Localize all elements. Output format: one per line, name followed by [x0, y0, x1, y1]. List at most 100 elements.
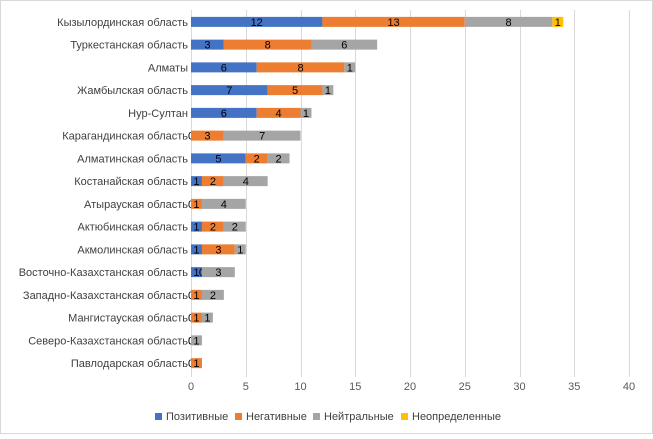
category-label: Карагандинская область	[62, 131, 188, 143]
bar-segment	[245, 153, 268, 164]
bar-segment	[191, 130, 224, 141]
bar-segment	[191, 312, 202, 323]
bar-segment	[191, 244, 202, 255]
data-label: 1	[325, 85, 331, 97]
data-label: 1	[193, 199, 199, 211]
x-tick-label: 40	[623, 381, 635, 393]
bar-segment	[201, 221, 224, 232]
data-label: 3	[204, 131, 210, 143]
data-label: 8	[297, 62, 303, 74]
data-label: 1	[204, 313, 210, 325]
legend-swatch	[235, 413, 242, 420]
data-label: 13	[387, 17, 399, 29]
legend-label: Негативные	[246, 411, 307, 423]
data-label: 1	[193, 267, 199, 279]
bar-segment	[267, 85, 323, 96]
data-label: 1	[303, 108, 309, 120]
bar-segment	[223, 130, 301, 141]
data-label: 1	[193, 290, 199, 302]
bar-segment	[191, 289, 202, 300]
data-label: 3	[215, 267, 221, 279]
bar-segment	[191, 267, 202, 278]
data-label: 1	[193, 335, 199, 347]
legend: Позитивные Негативные Нейтральные Неопредел…	[155, 411, 501, 423]
data-label: 1	[193, 222, 199, 234]
bar-segment	[267, 153, 290, 164]
data-label: 4	[276, 108, 282, 120]
legend-swatch	[313, 413, 320, 420]
bar-segment	[322, 16, 465, 27]
category-label: Кызылординская область	[57, 17, 188, 29]
bar-segment	[256, 62, 345, 73]
category-label: Жамбылская область	[77, 85, 188, 97]
bar-segment	[322, 85, 334, 96]
legend-swatch	[155, 413, 162, 420]
legend-label: Неопределенные	[412, 411, 501, 423]
category-label: Алматинская область	[77, 153, 188, 165]
bar-segment	[191, 85, 268, 96]
data-label: 2	[232, 222, 238, 234]
bar-segment	[464, 16, 553, 27]
data-label: 4	[221, 199, 227, 211]
bar-segment	[201, 244, 235, 255]
category-labels: Кызылординская область Туркестанская обла…	[19, 17, 189, 370]
x-tick-label: 20	[404, 381, 416, 393]
legend-item: Позитивные	[155, 411, 228, 423]
category-label: Атырауская область	[84, 199, 188, 211]
data-label: 4	[243, 176, 249, 188]
x-tick-label: 0	[188, 381, 194, 393]
bar-segment	[191, 107, 257, 118]
bar-segment	[201, 267, 235, 278]
bar-segment	[256, 107, 301, 118]
category-label: Павлодарская область	[71, 358, 188, 370]
data-label: 12	[251, 17, 263, 29]
data-label: 6	[221, 108, 227, 120]
bar-segment	[191, 198, 202, 209]
bar-segment	[191, 62, 257, 73]
bar-segment	[201, 198, 246, 209]
legend-item: Негативные	[235, 411, 307, 423]
category-label: Актюбинская область	[78, 222, 189, 234]
legend-label: Нейтральные	[324, 411, 394, 423]
data-label: 2	[210, 290, 216, 302]
bar-segment	[191, 153, 246, 164]
bar-segment	[234, 244, 246, 255]
legend-item: Нейтральные	[313, 411, 394, 423]
x-tick-label: 35	[568, 381, 580, 393]
x-tick-label: 25	[459, 381, 471, 393]
bar-segment	[201, 289, 224, 300]
data-label: 1	[193, 358, 199, 370]
bar-segment	[191, 16, 323, 27]
data-label: 1	[193, 244, 199, 256]
data-label: 1	[237, 244, 243, 256]
category-label: Западно-Казахстанская область	[23, 290, 188, 302]
bar-segment	[300, 107, 312, 118]
data-label: 1	[555, 17, 561, 29]
data-label: 1	[347, 62, 353, 74]
bar-segment	[223, 176, 268, 187]
bar-segment	[191, 221, 202, 232]
category-label: Северо-Казахстанская область	[28, 335, 188, 347]
category-label: Акмолинская область	[77, 244, 188, 256]
x-tick-labels: 0 5 10 15 20 25 30 35 40	[188, 381, 635, 393]
bar-segment	[191, 335, 202, 346]
data-label: 8	[265, 40, 271, 52]
data-label: 2	[210, 176, 216, 188]
category-label: Нур-Султан	[128, 108, 188, 120]
category-label: Мангистауская область	[68, 313, 188, 325]
bar-segment	[552, 16, 564, 27]
data-label: 3	[204, 40, 210, 52]
data-label: 2	[276, 153, 282, 165]
data-label: 1	[193, 313, 199, 325]
bar-segment	[191, 358, 202, 369]
bar-segment	[223, 39, 312, 50]
data-label: 5	[292, 85, 298, 97]
legend-item: Неопределенные	[401, 411, 501, 423]
category-label: Туркестанская область	[70, 40, 188, 52]
bar-segment	[223, 221, 246, 232]
legend-swatch	[401, 413, 408, 420]
x-tick-label: 5	[243, 381, 249, 393]
